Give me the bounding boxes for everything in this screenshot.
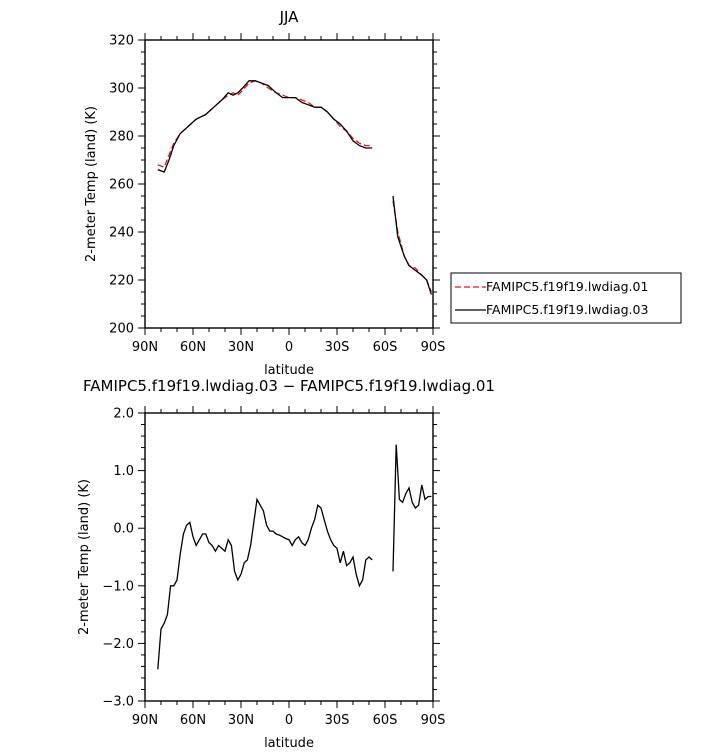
top-x-tick-label-30s: 30S <box>325 340 350 355</box>
bottom-x-tick-labels: 90N 60N 30N 0 30S 60S 90S <box>132 713 446 728</box>
top-y-tick-labels: 200 220 240 260 280 300 320 <box>109 34 134 337</box>
bottom-y-tick-label-0: 0.0 <box>113 522 134 537</box>
series-lwdiag01-line-nh <box>157 80 373 169</box>
series-lwdiag03-line-nh <box>157 80 373 173</box>
bottom-x-tick-label-0: 0 <box>285 713 293 728</box>
difference-line-nh <box>157 497 373 670</box>
top-x-tick-label-30n: 30N <box>228 340 254 355</box>
bottom-y-axis-label: 2-meter Temp (land) (K) <box>77 479 92 635</box>
legend: FAMIPC5.f19f19.lwdiag.01 FAMIPC5.f19f19.… <box>450 272 682 324</box>
bottom-x-tick-label-90s: 90S <box>421 713 446 728</box>
bottom-y-tick-label-2: 2.0 <box>113 407 134 422</box>
top-plot-frame <box>144 39 434 329</box>
bottom-y-tick-label-neg2: −2.0 <box>102 637 134 652</box>
bottom-x-axis-label: latitude <box>264 736 314 751</box>
legend-entry-lwdiag01: FAMIPC5.f19f19.lwdiag.01 <box>486 279 648 294</box>
top-chart-title: JJA <box>279 8 300 26</box>
top-y-tick-label-240: 240 <box>109 226 134 241</box>
bottom-series-lines <box>157 444 432 670</box>
bottom-y-tick-label-neg1: −1.0 <box>102 579 134 594</box>
top-x-tick-label-60s: 60S <box>373 340 398 355</box>
difference-line-sh <box>392 444 432 572</box>
top-y-tick-label-300: 300 <box>109 82 134 97</box>
legend-entry-lwdiag03: FAMIPC5.f19f19.lwdiag.03 <box>486 302 648 317</box>
top-x-tick-labels: 90N 60N 30N 0 30S 60S 90S <box>132 340 446 355</box>
top-y-tick-label-220: 220 <box>109 274 134 289</box>
top-panel: JJA 90N 60N 30N 0 30S 60S 90S 200 220 24… <box>84 8 682 378</box>
top-y-tick-label-200: 200 <box>109 322 134 337</box>
bottom-x-tick-label-90n: 90N <box>132 713 158 728</box>
bottom-x-tick-label-60n: 60N <box>180 713 206 728</box>
top-y-axis-label: 2-meter Temp (land) (K) <box>84 106 99 262</box>
bottom-y-tick-labels: −3.0 −2.0 −1.0 0.0 1.0 2.0 <box>102 407 134 710</box>
top-series-lines <box>157 80 433 295</box>
bottom-axis-ticks <box>138 406 440 708</box>
bottom-chart-title: FAMIPC5.f19f19.lwdiag.03 − FAMIPC5.f19f1… <box>83 377 495 395</box>
top-axis-ticks <box>138 33 440 335</box>
top-x-axis-label: latitude <box>264 363 314 378</box>
bottom-panel: FAMIPC5.f19f19.lwdiag.03 − FAMIPC5.f19f1… <box>77 377 495 751</box>
bottom-y-tick-label-neg3: −3.0 <box>102 695 134 710</box>
top-y-tick-label-260: 260 <box>109 178 134 193</box>
bottom-x-tick-label-60s: 60S <box>373 713 398 728</box>
top-x-tick-label-60n: 60N <box>180 340 206 355</box>
legend-box <box>450 272 682 324</box>
top-y-tick-label-280: 280 <box>109 130 134 145</box>
top-y-tick-label-320: 320 <box>109 34 134 49</box>
bottom-y-tick-label-1: 1.0 <box>113 464 134 479</box>
bottom-x-tick-label-30n: 30N <box>228 713 254 728</box>
series-lwdiag03-line-sh <box>392 195 433 295</box>
top-x-tick-label-90s: 90S <box>421 340 446 355</box>
bottom-x-tick-label-30s: 30S <box>325 713 350 728</box>
bottom-plot-frame <box>144 412 434 702</box>
top-x-tick-label-90n: 90N <box>132 340 158 355</box>
top-x-tick-label-0: 0 <box>285 340 293 355</box>
